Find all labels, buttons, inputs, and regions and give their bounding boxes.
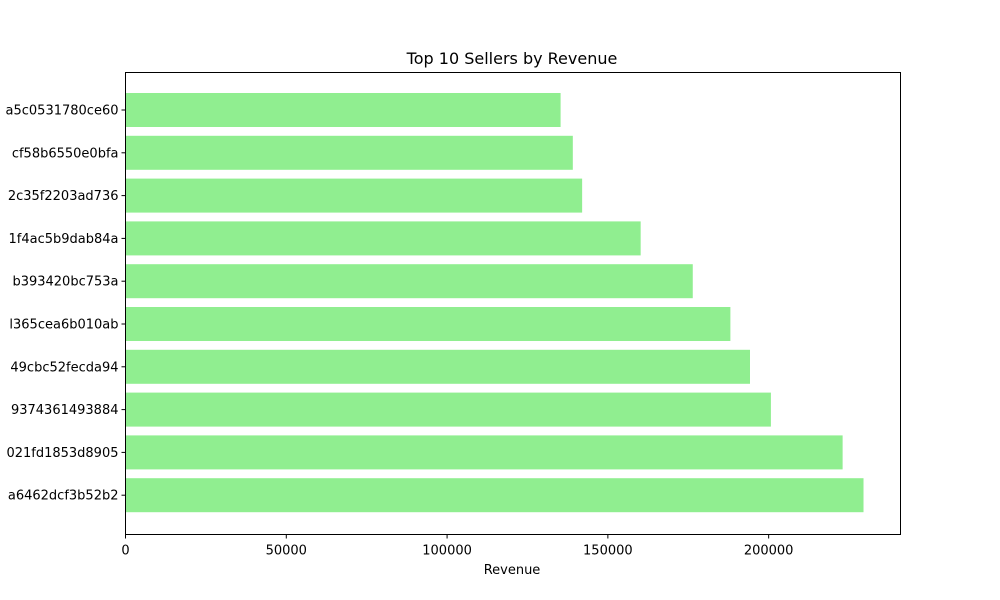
x-axis-label: Revenue bbox=[484, 563, 541, 578]
y-tick-label: a6462dcf3b52b2 bbox=[8, 489, 119, 504]
y-tick-label: 49cbc52fecda94 bbox=[10, 360, 118, 375]
bar-2 bbox=[125, 135, 573, 170]
x-tick-label: 200000 bbox=[744, 544, 794, 559]
x-ticks: 0 50000 100000 150000 200000 bbox=[121, 534, 794, 559]
bar-6 bbox=[125, 307, 731, 341]
bar-1 bbox=[125, 93, 561, 127]
y-tick-label: cf58b6550e0bfa bbox=[12, 146, 119, 161]
y-tick-labels: a5c0531780ce60 cf58b6550e0bfa 2c35f2203ad7… bbox=[6, 104, 126, 504]
bar-4 bbox=[125, 221, 641, 256]
bar-3 bbox=[125, 178, 583, 213]
y-tick-label: 9374361493884 bbox=[11, 403, 119, 418]
plot-frame bbox=[125, 72, 901, 535]
bar-7 bbox=[125, 349, 751, 384]
x-tick-label: 0 bbox=[121, 544, 129, 559]
y-tick-label: l365cea6b010ab bbox=[9, 318, 118, 333]
y-tick-label: 1f4ac5b9dab84a bbox=[8, 232, 118, 247]
y-tick-label: b393420bc753a bbox=[12, 275, 118, 290]
chart-title: Top 10 Sellers by Revenue bbox=[406, 49, 618, 68]
y-tick-label: 021fd1853d8905 bbox=[6, 446, 118, 461]
bar-9 bbox=[125, 435, 843, 470]
bar-10 bbox=[125, 478, 864, 513]
y-tick-label: a5c0531780ce60 bbox=[6, 104, 119, 119]
y-tick-label: 2c35f2203ad736 bbox=[8, 189, 119, 204]
bars-layer bbox=[125, 93, 864, 513]
bar-5 bbox=[125, 264, 693, 299]
bar-8 bbox=[125, 392, 771, 427]
x-tick-label: 100000 bbox=[422, 544, 472, 559]
x-tick-label: 50000 bbox=[266, 544, 307, 559]
x-tick-label: 150000 bbox=[583, 544, 633, 559]
